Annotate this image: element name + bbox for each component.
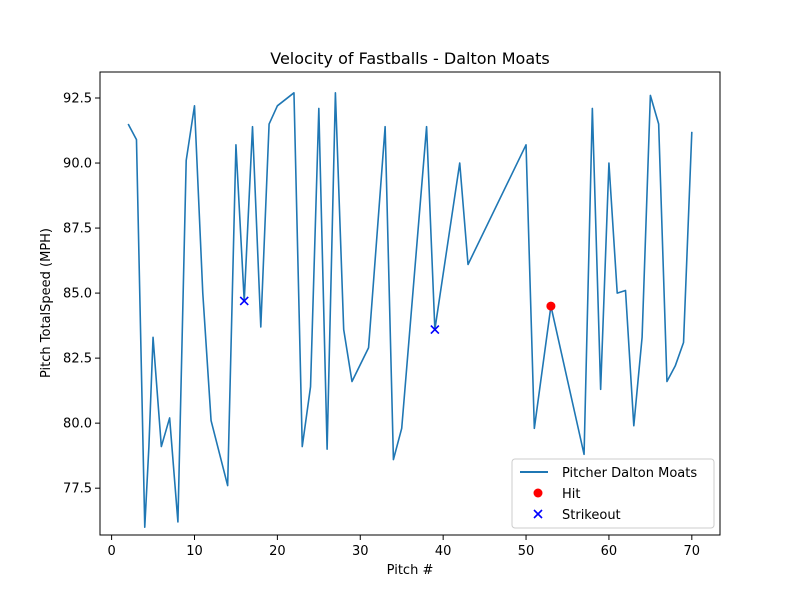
x-tick-label: 50 xyxy=(518,544,535,559)
legend-label-line: Pitcher Dalton Moats xyxy=(562,466,697,481)
series-line-pitcher-dalton-moats xyxy=(127,92,693,529)
y-tick-label: 90.0 xyxy=(63,157,92,172)
x-tick-label: 20 xyxy=(269,544,286,559)
legend-strikeout-swatch xyxy=(533,509,543,519)
hit-point xyxy=(546,301,556,311)
chart-title: Velocity of Fastballs - Dalton Moats xyxy=(270,49,550,68)
legend-hit-swatch xyxy=(533,488,543,498)
y-axis-label: Pitch TotalSpeed (MPH) xyxy=(39,228,54,378)
y-tick-label: 85.0 xyxy=(63,287,92,302)
x-tick-label: 30 xyxy=(352,544,369,559)
x-tick-label: 40 xyxy=(435,544,452,559)
x-axis-ticks: 0 10 20 30 40 50 60 70 xyxy=(107,535,700,559)
legend-box xyxy=(511,458,715,529)
legend-label-strikeout: Strikeout xyxy=(562,508,621,523)
strikeout-point xyxy=(430,324,440,335)
y-tick-label: 80.0 xyxy=(63,417,92,432)
legend: Pitcher Dalton Moats Hit Strikeout xyxy=(511,458,715,529)
x-tick-label: 0 xyxy=(107,544,115,559)
x-axis-label: Pitch # xyxy=(387,563,434,578)
y-tick-label: 92.5 xyxy=(63,92,92,107)
plot-area xyxy=(127,92,693,529)
x-tick-label: 60 xyxy=(601,544,618,559)
y-tick-label: 87.5 xyxy=(63,222,92,237)
y-axis-ticks: 77.5 80.0 82.5 85.0 87.5 90.0 92.5 xyxy=(63,92,100,497)
y-tick-label: 82.5 xyxy=(63,352,92,367)
axes-frame xyxy=(99,71,721,536)
strikeout-point xyxy=(239,296,249,306)
y-tick-label: 77.5 xyxy=(63,482,92,497)
legend-label-hit: Hit xyxy=(562,487,580,502)
x-tick-label: 10 xyxy=(186,544,203,559)
x-tick-label: 70 xyxy=(684,544,701,559)
